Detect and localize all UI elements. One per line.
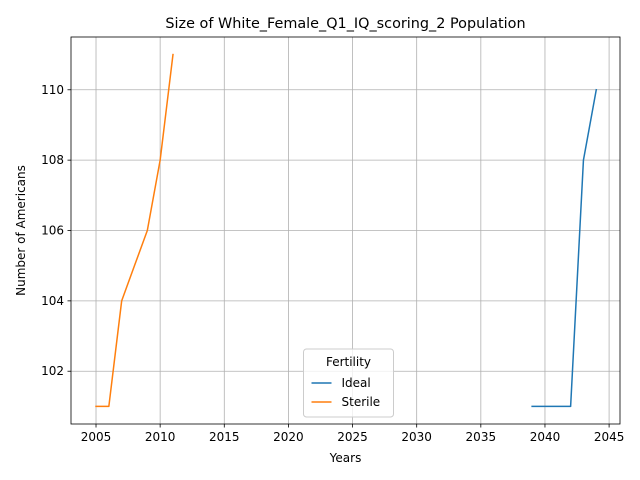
x-tick-label: 2030 <box>401 430 432 444</box>
y-tick-label: 108 <box>41 153 64 167</box>
legend-items: Ideal Sterile <box>311 376 381 409</box>
chart-title: Size of White_Female_Q1_IQ_scoring_2 Pop… <box>165 16 525 32</box>
x-tick-label: 2020 <box>273 430 304 444</box>
x-tick-label: 2015 <box>209 430 240 444</box>
legend-label: Sterile <box>342 395 381 409</box>
legend: Fertility Ideal Sterile <box>303 348 394 418</box>
x-tick-label: 2035 <box>466 430 497 444</box>
series-lines <box>95 53 598 408</box>
x-axis-ticks: 2005 2010 2015 2020 2025 2030 2035 2040 2045 <box>81 424 625 444</box>
legend-box <box>303 348 394 418</box>
y-axis-label: Number of Americans <box>14 165 28 296</box>
x-tick-label: 2005 <box>81 430 112 444</box>
y-axis-ticks: 102 104 106 108 110 <box>41 83 71 378</box>
y-tick-label: 106 <box>41 224 64 238</box>
x-axis-label: Years <box>329 451 362 465</box>
series-line-ideal <box>531 88 598 408</box>
y-tick-label: 102 <box>41 364 64 378</box>
x-tick-label: 2025 <box>337 430 368 444</box>
series-line-sterile <box>95 53 174 408</box>
y-tick-label: 110 <box>41 83 64 97</box>
x-tick-label: 2045 <box>594 430 625 444</box>
x-tick-label: 2010 <box>145 430 176 444</box>
x-tick-label: 2040 <box>530 430 561 444</box>
legend-title: Fertility <box>326 355 371 369</box>
legend-label: Ideal <box>342 376 371 390</box>
y-tick-label: 104 <box>41 294 64 308</box>
